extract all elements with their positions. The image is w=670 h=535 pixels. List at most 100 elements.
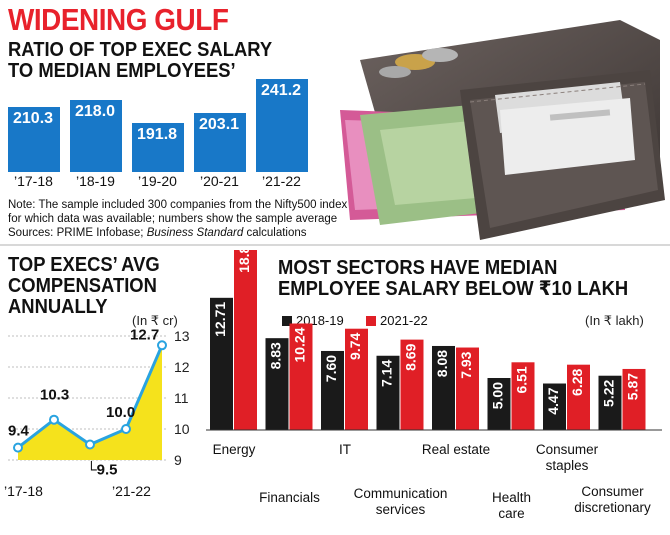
note: Note: The sample included 300 companies …	[8, 198, 408, 240]
comp-y-tick-label: 11	[174, 390, 189, 406]
sector-category-label: Consumer discretionary	[574, 484, 651, 516]
sector-value-label: 7.14	[379, 360, 395, 387]
sector-value-label: 18.86	[236, 250, 252, 273]
ratio-bar-value-label: 203.1	[199, 116, 240, 134]
comp-y-tick-label: 10	[174, 421, 190, 437]
sector-value-label: 5.22	[601, 380, 617, 407]
ratio-title-line1: RATIO OF TOP EXEC SALARY	[8, 39, 273, 61]
note-line2: for which data was available; numbers sh…	[8, 213, 338, 225]
comp-title-line2: COMPENSATION	[8, 275, 157, 297]
sector-bar-2021-22	[511, 362, 535, 430]
sector-bar-2018-19	[376, 355, 400, 430]
sources-suffix: calculations	[243, 227, 307, 239]
comp-unit: (In ₹ cr)	[132, 313, 178, 328]
sector-bar-2021-22	[567, 364, 590, 430]
sector-bar-chart: 12.71 18.86 8.83 10.24 7.60 9.74 7.14 8.69 8.08 7…	[206, 250, 662, 431]
sector-category-label-line: services	[375, 502, 426, 517]
sector-bar-2021-22	[345, 328, 368, 430]
ratio-bar-value-label: 218.0	[75, 102, 116, 120]
sector-category-label: Energy	[212, 442, 256, 457]
sector-value-label: 12.71	[212, 302, 228, 337]
ratio-bar: 191.8	[132, 123, 184, 172]
comp-data-point	[13, 442, 23, 453]
section-divider	[0, 244, 670, 246]
sector-bar-2018-19	[321, 350, 344, 430]
sector-value-label: 9.74	[347, 332, 363, 359]
sector-value-label: 8.83	[268, 342, 284, 369]
comp-x-tick-label: ’17-18	[4, 483, 43, 499]
note-line3: Sources: PRIME Infobase; Business Standa…	[8, 226, 408, 240]
ratio-bar: 210.3	[8, 106, 60, 172]
note-line1: Note: The sample included 300 companies …	[8, 199, 348, 211]
sector-value-label: 7.93	[458, 351, 474, 378]
sector-category-label-line: discretionary	[574, 500, 651, 515]
comp-data-point	[85, 439, 95, 450]
comp-value-label: 10.0	[106, 404, 135, 421]
comp-title-line3: ANNUALLY	[8, 296, 108, 318]
ratio-bar-value-label: 210.3	[13, 109, 54, 127]
sector-category-label: Consumer staples	[536, 442, 598, 474]
sector-bar-2021-22	[622, 368, 646, 430]
sector-category-label-line: Communication	[353, 486, 448, 501]
ratio-bar-value-label: 241.2	[261, 81, 302, 99]
headline: WIDENING GULF	[8, 2, 229, 37]
sector-value-label: 8.08	[434, 350, 450, 377]
sector-unit: (In ₹ lakh)	[585, 313, 644, 328]
sector-bar-2018-19	[543, 383, 566, 430]
comp-y-tick-label: 12	[174, 359, 190, 375]
ratio-bar: 241.2	[256, 78, 308, 172]
ratio-category-label: ’21-22	[262, 173, 301, 189]
sector-category-label-line: Consumer	[581, 484, 644, 499]
sector-value-label: 6.51	[514, 366, 530, 393]
comp-data-point	[121, 424, 131, 434]
ratio-bar: 218.0	[70, 99, 122, 172]
comp-data-point	[49, 414, 59, 425]
comp-title-line1: TOP EXECS’ AVG	[8, 254, 160, 276]
sector-bar-2018-19	[265, 338, 289, 430]
sector-bar-2021-22	[456, 347, 479, 430]
comp-y-tick-label: 13	[174, 328, 190, 344]
sector-bar-2018-19	[432, 345, 455, 430]
sector-category-label-line: Consumer	[535, 442, 599, 457]
sector-value-label: 4.47	[545, 387, 561, 414]
sector-value-label: 8.69	[403, 343, 419, 370]
ratio-bar-value-label: 191.8	[137, 126, 178, 144]
sector-category-label-line: care	[498, 506, 525, 521]
ratio-category-label: ’18-19	[76, 173, 115, 189]
sector-value-label: 5.00	[490, 382, 506, 409]
legend-swatch-2021-22	[366, 316, 376, 326]
sector-title-line2: EMPLOYEE SALARY BELOW ₹10 LAKH	[278, 278, 629, 300]
sector-value-label: 10.24	[292, 327, 308, 362]
sector-category-label: Communication services	[354, 486, 448, 518]
sources-italic: Business Standard	[146, 227, 244, 239]
comp-data-point	[157, 340, 167, 351]
sector-value-label: 5.87	[625, 373, 641, 400]
sector-category-label: IT	[339, 442, 351, 457]
ratio-category-label: ’17-18	[14, 173, 53, 189]
sector-bar-2018-19	[598, 375, 622, 430]
sector-value-label: 6.28	[569, 368, 585, 395]
comp-value-label: 9.4	[8, 423, 30, 440]
ratio-title-line2: TO MEDIAN EMPLOYEES’	[8, 60, 236, 82]
sector-title-line1: MOST SECTORS HAVE MEDIAN	[278, 257, 558, 279]
ratio-bar: 203.1	[194, 113, 246, 172]
comp-y-tick-label: 9	[174, 452, 182, 468]
legend-swatch-2018-19	[282, 316, 292, 326]
wallet-illustration	[320, 0, 670, 250]
comp-value-label: └9.5	[86, 461, 117, 479]
legend-label-2021-22: 2021-22	[380, 313, 428, 328]
sector-bar-2021-22	[289, 323, 313, 430]
sector-bar-2021-22	[400, 339, 424, 430]
sector-category-label: Real estate	[421, 442, 491, 457]
ratio-category-label: ’20-21	[200, 173, 239, 189]
comp-x-tick-label: ’21-22	[112, 483, 151, 499]
sector-value-label: 7.60	[323, 355, 339, 382]
sector-bar-2018-19	[210, 297, 233, 430]
comp-value-label: 10.3	[40, 387, 69, 404]
ratio-bar-chart: 210.3 ’17-18 218.0 ’18-19 191.8 ’19-20 203.1 ’2…	[0, 0, 320, 200]
sources-prefix: Sources: PRIME Infobase;	[8, 227, 147, 239]
sector-category-label-line: staples	[545, 458, 589, 473]
sector-category-label: Health care	[492, 490, 531, 522]
sector-bar-2021-22	[234, 250, 257, 430]
sector-category-label-line: Health	[491, 490, 532, 505]
